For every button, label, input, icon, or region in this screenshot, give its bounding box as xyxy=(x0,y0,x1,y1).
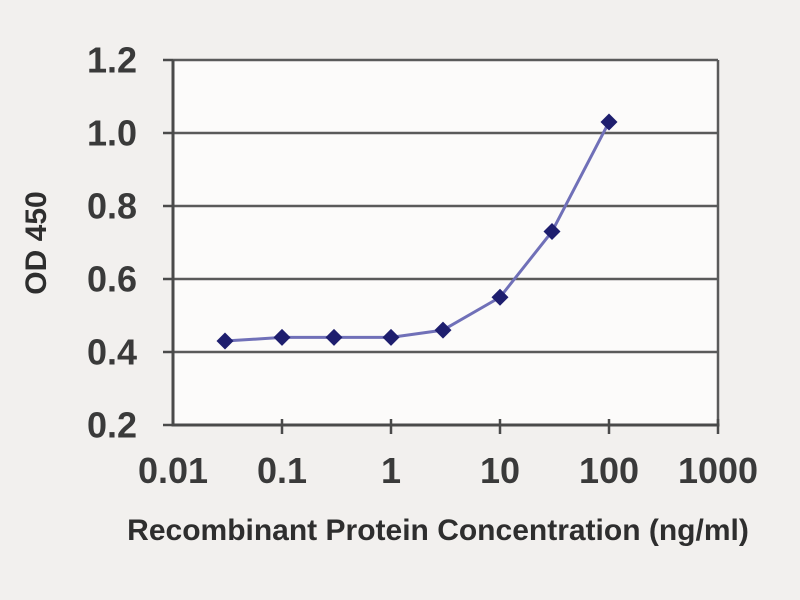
y-tick-label: 0.2 xyxy=(87,405,137,446)
y-tick-label: 1.0 xyxy=(87,113,137,154)
x-tick-label: 10 xyxy=(480,450,520,491)
plot-background xyxy=(173,60,718,425)
plot-area: 0.2 0.4 0.6 0.8 1.0 1.2 0.01 0.1 1 10 100 1000 xyxy=(87,40,758,492)
data-point-marker xyxy=(273,328,291,346)
x-tick-label: 100 xyxy=(579,450,639,491)
data-point-marker xyxy=(325,328,343,346)
y-tick-label: 1.2 xyxy=(87,40,137,81)
x-axis-title: Recombinant Protein Concentration (ng/ml… xyxy=(127,514,749,547)
x-tick-label: 0.1 xyxy=(257,450,307,491)
data-point-marker xyxy=(600,113,618,131)
data-point-marker xyxy=(491,288,509,306)
data-point-marker xyxy=(216,332,234,350)
data-point-marker xyxy=(543,223,561,241)
y-tick-label: 0.6 xyxy=(87,259,137,300)
data-point-marker xyxy=(382,328,400,346)
x-tick-label: 0.01 xyxy=(138,450,208,491)
x-tick-label: 1 xyxy=(381,450,401,491)
x-tick-label: 1000 xyxy=(678,450,758,491)
data-point-marker xyxy=(434,321,452,339)
y-tick-label: 0.8 xyxy=(87,186,137,227)
y-tick-label: 0.4 xyxy=(87,332,137,373)
y-axis-title: OD 450 xyxy=(20,191,53,294)
series-line xyxy=(224,121,611,343)
